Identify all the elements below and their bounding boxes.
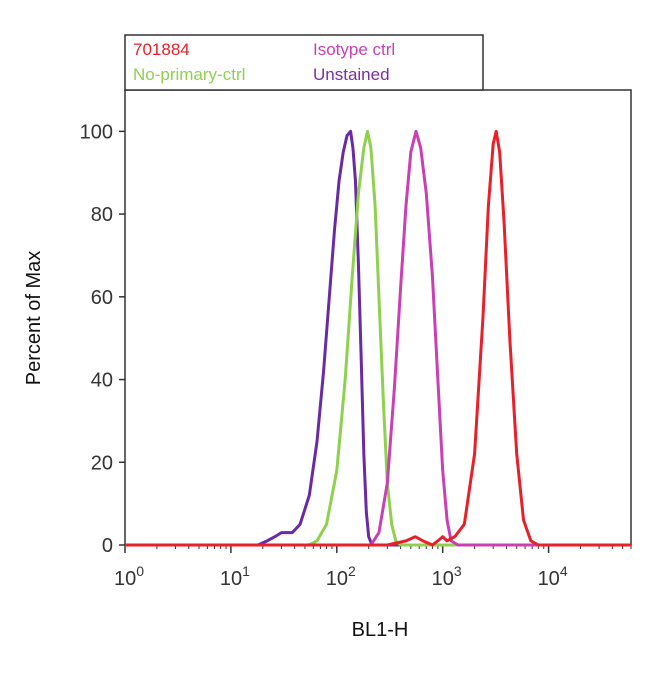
legend-entry-3: Unstained [313,65,390,84]
series-line-701884 [125,129,631,547]
y-tick-label-3: 60 [91,287,113,309]
y-tick-label-0: 0 [102,535,113,557]
legend-entry-0: 701884 [133,40,190,59]
plot-frame [124,89,632,546]
x-tick-label-1: 101 [220,563,250,590]
x-tick-label-2: 102 [326,563,356,590]
series-line-isotype-ctrl [125,129,631,547]
y-tick-label-1: 20 [91,452,113,474]
y-tick-label-4: 80 [91,204,113,226]
y-axis-title: Percent of Max [23,251,45,386]
x-tick-label-3: 103 [432,563,462,590]
x-tick-label-4: 104 [538,563,568,590]
x-tick-label-0: 100 [114,563,144,590]
series-line-no-primary-ctrl [125,129,631,547]
x-axis-title: BL1-H [352,619,409,641]
y-tick-label-5: 100 [80,121,113,143]
legend: 701884 Isotype ctrl No-primary-ctrl Unst… [124,34,484,91]
y-tick-label-2: 40 [91,370,113,392]
series-line-unstained [125,129,631,547]
legend-entry-2: No-primary-ctrl [133,65,245,84]
legend-box [124,34,484,91]
legend-entry-1: Isotype ctrl [313,40,395,59]
